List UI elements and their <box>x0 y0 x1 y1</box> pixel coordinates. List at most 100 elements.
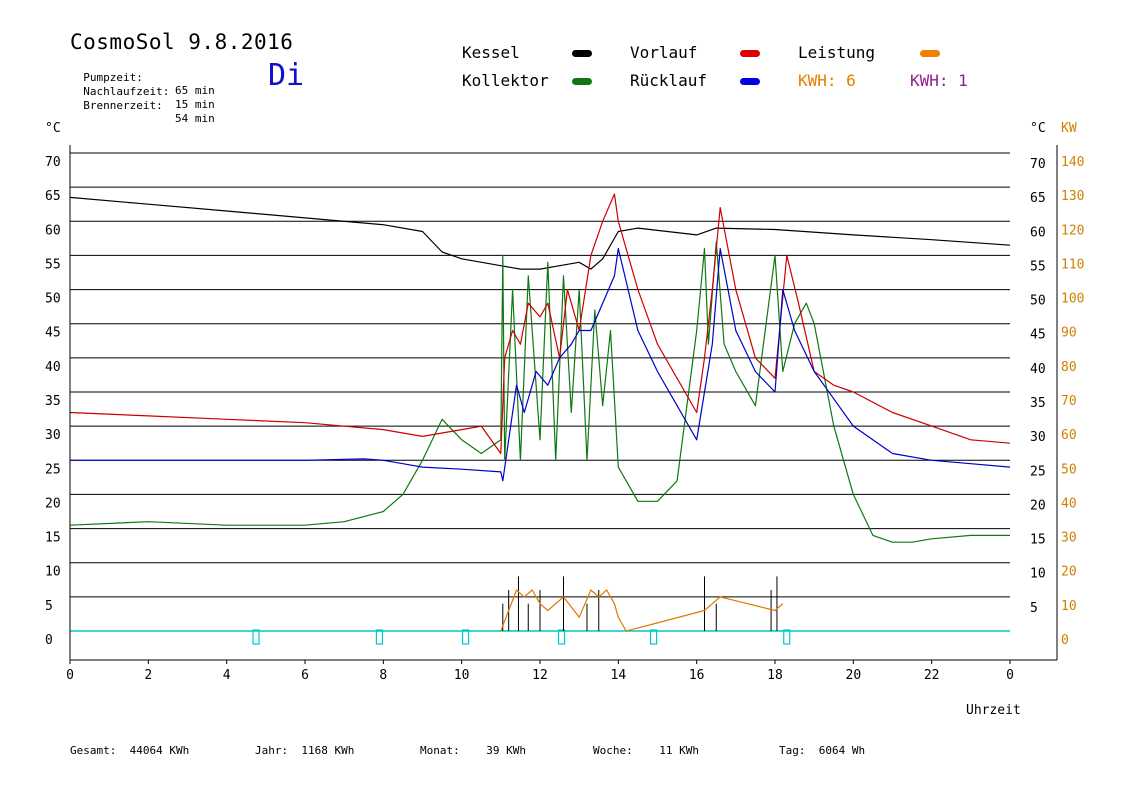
y-unit-right-kw: KW <box>1061 121 1077 136</box>
series-vorlauf <box>69 193 1011 455</box>
legend-leistung-swatch <box>920 50 940 57</box>
y-tick-right-c: 45 <box>1030 328 1046 343</box>
series-kollektor <box>69 241 1010 543</box>
x-tick-label: 22 <box>924 668 940 683</box>
chart-labels: 0 2 4 6 8 10 12 14 16 18 20 22 005101520253035404550… <box>45 121 1084 718</box>
footer-jahr: Jahr: 1168 KWh <box>255 744 355 757</box>
x-tick-label: 10 <box>454 668 470 683</box>
x-tick-label: 20 <box>846 668 862 683</box>
x-tick-label: 12 <box>532 668 548 683</box>
y-tick-right-c: 35 <box>1030 396 1046 411</box>
y-tick-right-c: 50 <box>1030 294 1046 309</box>
y-tick-left: 35 <box>45 394 61 409</box>
brennerzeit-row: Brennerzeit: 54 min <box>70 86 215 125</box>
y-tick-left: 45 <box>45 326 61 341</box>
legend-vorlauf-swatch <box>740 50 760 57</box>
x-tick-label: 14 <box>611 668 627 683</box>
legend-kollektor-label: Kollektor <box>462 71 549 90</box>
y-tick-right-kw: 50 <box>1061 462 1077 477</box>
y-tick-right-kw: 60 <box>1061 428 1077 443</box>
y-tick-left: 55 <box>45 257 61 272</box>
pump-marker <box>252 629 260 645</box>
pump-marker <box>557 629 566 645</box>
y-tick-right-kw: 110 <box>1061 257 1084 272</box>
brennerzeit-label: Brennerzeit: <box>83 99 163 112</box>
y-tick-right-c: 5 <box>1030 601 1038 616</box>
x-tick-label: 6 <box>301 668 309 683</box>
y-tick-left: 65 <box>45 189 61 204</box>
legend-kwh-purple: KWH: 1 <box>910 71 968 90</box>
brennerzeit-value: 54 min <box>175 112 215 125</box>
x-axis-label: Uhrzeit <box>966 703 1021 718</box>
series-kessel <box>69 196 1011 270</box>
y-tick-left: 20 <box>45 496 61 511</box>
footer-monat: Monat: 39 KWh <box>420 744 526 757</box>
y-tick-left: 5 <box>45 599 53 614</box>
y-tick-left: 70 <box>45 155 61 170</box>
legend-kollektor-swatch <box>572 78 592 85</box>
y-tick-left: 10 <box>45 565 61 580</box>
y-tick-left: 60 <box>45 223 61 238</box>
y-tick-right-kw: 20 <box>1061 565 1077 580</box>
x-tick-label: 2 <box>144 668 152 683</box>
legend-kessel-label: Kessel <box>462 43 520 62</box>
y-tick-right-c: 55 <box>1030 259 1046 274</box>
y-tick-left: 40 <box>45 360 61 375</box>
x-tick-label: 16 <box>689 668 705 683</box>
y-tick-left: 25 <box>45 462 61 477</box>
legend-kessel-swatch <box>572 50 592 57</box>
y-tick-right-kw: 130 <box>1061 189 1084 204</box>
y-tick-right-c: 10 <box>1030 567 1046 582</box>
nachlaufzeit-row: Nachlaufzeit: 15 min <box>70 72 215 111</box>
y-tick-left: 15 <box>45 531 61 546</box>
pumpzeit-label: Pumpzeit: <box>83 71 143 84</box>
pump-marker <box>375 629 384 645</box>
y-tick-right-kw: 80 <box>1061 360 1077 375</box>
footer-gesamt: Gesamt: 44064 KWh <box>70 744 190 757</box>
y-unit-right: °C <box>1030 121 1046 136</box>
y-tick-right-c: 25 <box>1030 464 1046 479</box>
y-tick-right-c: 40 <box>1030 362 1046 377</box>
legend-leistung-label: Leistung <box>798 43 876 62</box>
chart-axes <box>69 145 1058 664</box>
chart-series <box>69 193 1011 645</box>
y-tick-right-c: 30 <box>1030 430 1046 445</box>
pump-marker <box>783 629 791 645</box>
y-tick-left: 50 <box>45 292 61 307</box>
chart-grid <box>70 152 1010 598</box>
x-tick-label: 4 <box>223 668 231 683</box>
series-leistung <box>500 589 784 632</box>
y-tick-right-c: 70 <box>1030 157 1046 172</box>
legend-kwh-orange: KWH: 6 <box>798 71 856 90</box>
x-tick-label: 0 <box>1006 668 1014 683</box>
y-tick-right-kw: 30 <box>1061 531 1077 546</box>
y-tick-left: 30 <box>45 428 61 443</box>
y-tick-right-c: 20 <box>1030 498 1046 513</box>
series-ruecklauf <box>70 248 1011 482</box>
x-tick-label: 8 <box>379 668 387 683</box>
y-tick-right-kw: 10 <box>1061 599 1077 614</box>
y-tick-right-c: 60 <box>1030 225 1046 240</box>
pumpzeit-row: Pumpzeit: 65 min <box>70 58 215 97</box>
x-tick-label: 0 <box>66 668 74 683</box>
nachlaufzeit-label: Nachlaufzeit: <box>83 85 170 98</box>
y-tick-right-kw: 70 <box>1061 394 1077 409</box>
y-tick-right-c: 65 <box>1030 191 1046 206</box>
legend-ruecklauf-label: Rücklauf <box>630 71 708 90</box>
y-tick-right-c: 15 <box>1030 533 1046 548</box>
y-tick-right-kw: 0 <box>1061 633 1069 648</box>
legend-ruecklauf-swatch <box>740 78 760 85</box>
y-tick-left: 0 <box>45 633 53 648</box>
y-tick-right-kw: 140 <box>1061 155 1084 170</box>
pump-marker <box>649 629 658 645</box>
app-title: CosmoSol 9.8.2016 <box>70 30 294 54</box>
footer-woche: Woche: 11 KWh <box>593 744 699 757</box>
pumpzeit-value: 65 min <box>175 84 215 97</box>
nachlaufzeit-value: 15 min <box>175 98 215 111</box>
y-unit-left: °C <box>45 121 61 136</box>
legend-vorlauf-label: Vorlauf <box>630 43 698 62</box>
y-tick-right-kw: 90 <box>1061 326 1077 341</box>
y-tick-right-kw: 100 <box>1061 292 1084 307</box>
x-tick-label: 18 <box>767 668 783 683</box>
